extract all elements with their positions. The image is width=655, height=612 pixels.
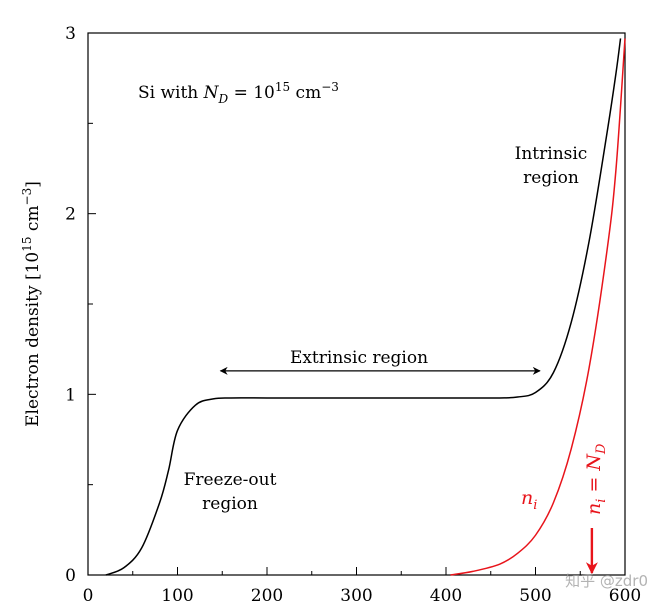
y-axis-label: Electron density [1015 cm−3]	[20, 181, 43, 427]
series-line-intrinsic-density	[450, 38, 626, 576]
y-tick-label: 2	[65, 205, 76, 225]
x-tick-label: 0	[83, 586, 94, 606]
y-tick-label: 3	[65, 24, 76, 44]
x-axis-ticks: 0 100 200 300 400 500 600	[83, 567, 641, 606]
x-tick-label: 200	[251, 586, 283, 606]
x-tick-label: 300	[340, 586, 372, 606]
series-line-electron-density	[105, 38, 622, 576]
x-tick-label: 500	[519, 586, 551, 606]
material-annotation: Si with ND = 1015 cm−3	[138, 80, 339, 106]
intrinsic-region-label-line1: Intrinsic	[515, 144, 588, 164]
ni-curve-label: ni	[521, 487, 537, 513]
ni-equals-nd-label: ni = ND	[583, 443, 609, 515]
extrinsic-region-label: Extrinsic region	[290, 348, 428, 368]
x-tick-label: 100	[161, 586, 193, 606]
intrinsic-region-label-line2: region	[523, 168, 579, 188]
y-tick-label: 0	[65, 566, 76, 586]
freezeout-region-label-line2: region	[202, 494, 258, 514]
plot-frame	[87, 32, 626, 576]
watermark: 知乎 @zdr0	[565, 572, 648, 590]
y-tick-label: 1	[65, 385, 76, 405]
y-axis-ticks: 0 1 2 3	[65, 24, 96, 586]
freezeout-region-label-line1: Freeze-out	[184, 470, 277, 490]
x-tick-label: 400	[430, 586, 462, 606]
x-tick-label: 600	[609, 586, 641, 606]
